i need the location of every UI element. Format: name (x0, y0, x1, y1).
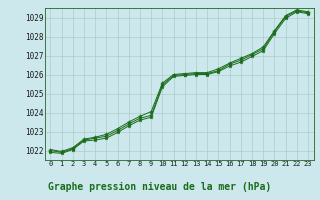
Text: Graphe pression niveau de la mer (hPa): Graphe pression niveau de la mer (hPa) (48, 182, 272, 192)
